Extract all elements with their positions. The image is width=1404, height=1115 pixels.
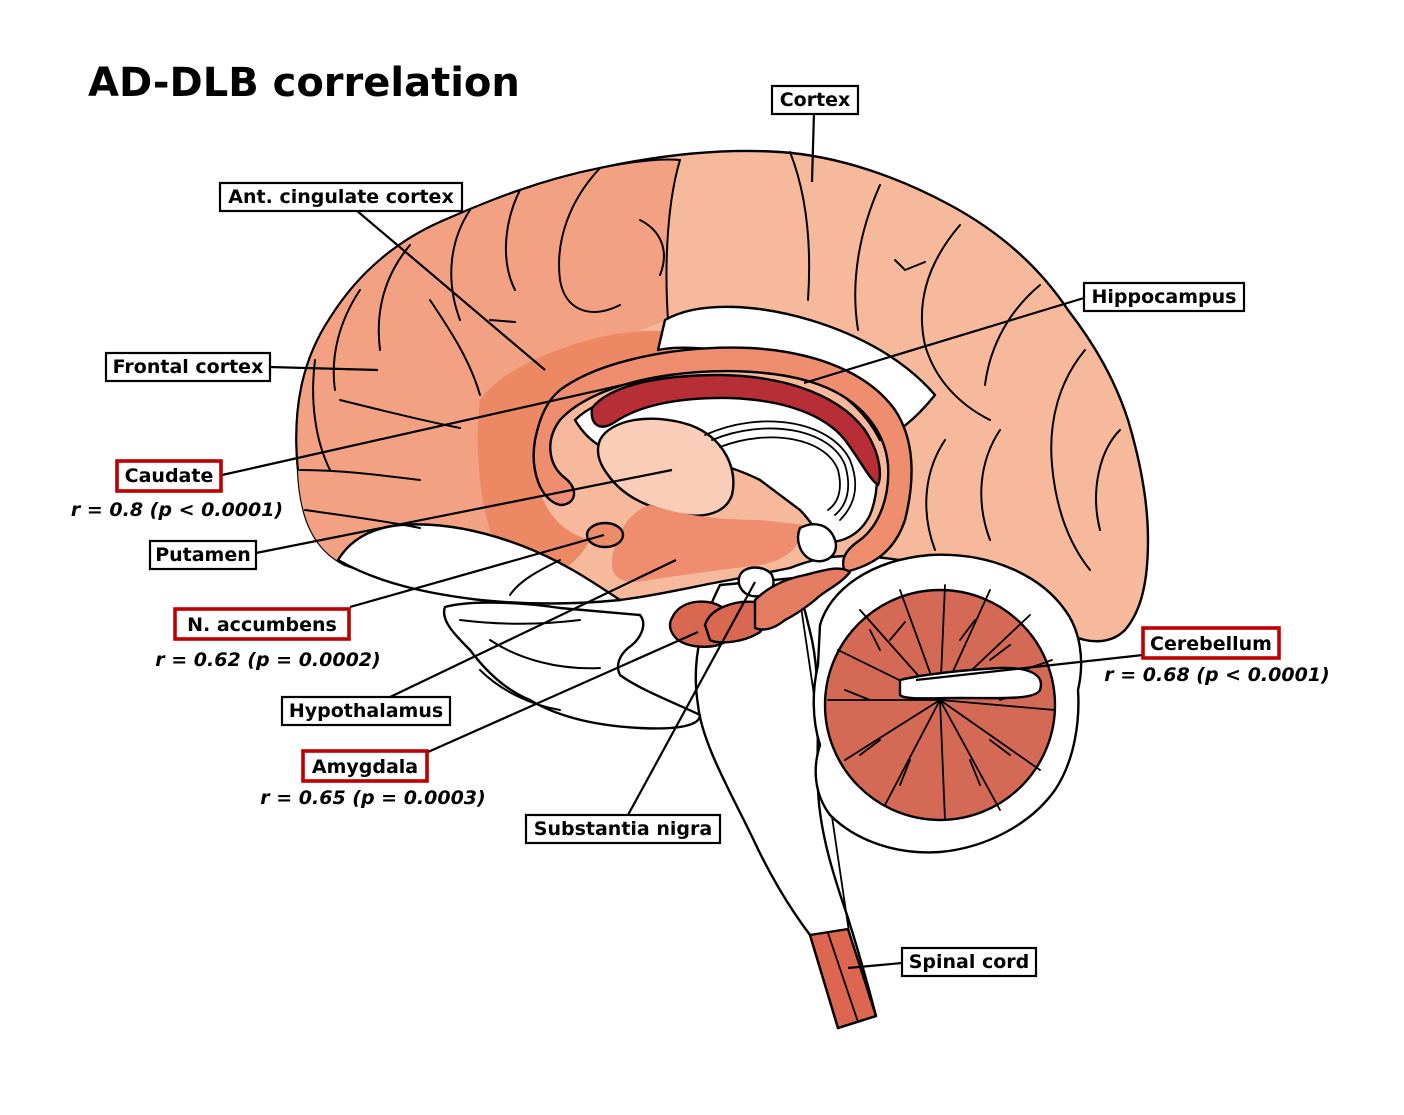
svg-text:Putamen: Putamen [155, 544, 251, 566]
amygdala-complex [668, 600, 769, 648]
anterior-cingulate-region [477, 330, 672, 580]
label-spinal-cord: Spinal cord [900, 946, 1038, 978]
brain-illustration [295, 149, 1150, 1030]
svg-text:Spinal cord: Spinal cord [909, 951, 1030, 973]
label-hippocampus: Hippocampus [1082, 281, 1246, 313]
svg-text:Substantia nigra: Substantia nigra [534, 818, 712, 840]
label-putamen: Putamen [148, 539, 258, 571]
label-n-accumbens: N. accumbens r = 0.62 (p = 0.0002) [155, 607, 381, 671]
svg-text:Hippocampus: Hippocampus [1092, 286, 1237, 308]
svg-text:Cortex: Cortex [780, 89, 851, 111]
caudate-region [590, 373, 882, 487]
cerebellum-stat: r = 0.68 (p < 0.0001) [1104, 664, 1329, 686]
diagram-title: AD-DLB correlation [88, 60, 520, 106]
svg-text:Ant. cingulate cortex: Ant. cingulate cortex [228, 186, 453, 208]
label-cortex: Cortex [770, 84, 860, 116]
temporal-lobe [442, 601, 702, 730]
spinal-cord [808, 927, 878, 1030]
label-frontal-cortex: Frontal cortex [104, 351, 272, 383]
svg-text:Hypothalamus: Hypothalamus [289, 700, 443, 722]
limbic-arc [532, 346, 913, 574]
svg-text:Caudate: Caudate [125, 465, 214, 487]
label-anterior-cingulate: Ant. cingulate cortex [218, 181, 464, 213]
svg-text:Frontal cortex: Frontal cortex [113, 356, 264, 378]
caudate-stat: r = 0.8 (p < 0.0001) [71, 499, 283, 521]
amygdala-stat: r = 0.65 (p = 0.0003) [260, 787, 485, 809]
label-amygdala: Amygdala r = 0.65 (p = 0.0003) [260, 749, 486, 809]
svg-text:N. accumbens: N. accumbens [187, 614, 337, 636]
hypothalamus-region [611, 505, 805, 582]
gyri [299, 151, 1121, 571]
brainstem-tract [753, 567, 852, 631]
accumbens-region [585, 521, 625, 549]
svg-text:Cerebellum: Cerebellum [1150, 633, 1272, 655]
accumbens-stat: r = 0.62 (p = 0.0002) [155, 649, 380, 671]
label-cerebellum: Cerebellum r = 0.68 (p < 0.0001) [1104, 626, 1330, 686]
frontal-cortex-region [296, 159, 680, 595]
leader-lines [221, 111, 1144, 970]
svg-text:Amygdala: Amygdala [312, 756, 418, 778]
label-caudate: Caudate r = 0.8 (p < 0.0001) [71, 459, 283, 521]
label-hypothalamus: Hypothalamus [280, 695, 452, 727]
cerebellum [812, 553, 1083, 854]
label-substantia-nigra: Substantia nigra [524, 813, 722, 845]
putamen-region [596, 417, 735, 517]
